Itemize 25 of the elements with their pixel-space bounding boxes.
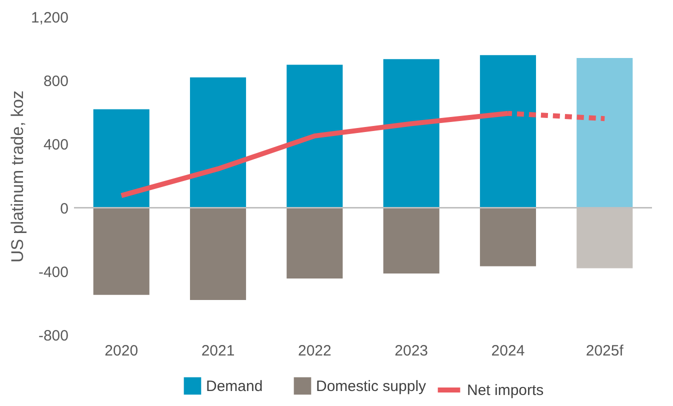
y-tick-label: -800 xyxy=(38,328,68,344)
bar xyxy=(93,109,150,208)
legend-label: Demand xyxy=(206,378,263,395)
bar xyxy=(93,208,150,295)
legend-label: Net imports xyxy=(467,382,544,399)
y-tick-label: 800 xyxy=(43,73,68,90)
y-tick-label: 400 xyxy=(43,136,68,154)
y-tick-label: 0 xyxy=(60,200,68,218)
legend-label: Domestic supply xyxy=(316,378,427,395)
bar xyxy=(383,59,440,208)
x-tick-label: 2024 xyxy=(491,342,525,360)
x-tick-label: 2022 xyxy=(298,342,332,360)
x-tick-label: 2023 xyxy=(394,342,428,360)
x-tick-label: 2025f xyxy=(586,342,624,360)
bar xyxy=(190,208,246,300)
y-axis-title: US platinum trade, koz xyxy=(8,90,27,262)
bar xyxy=(286,208,343,279)
bar xyxy=(190,77,246,208)
x-tick-label: 2021 xyxy=(201,342,235,360)
x-tick-label: 2020 xyxy=(104,342,138,360)
bar xyxy=(480,208,536,266)
bar xyxy=(383,208,440,274)
y-tick-label: 1,200 xyxy=(30,10,68,26)
bar xyxy=(286,64,343,208)
y-tick-label: -400 xyxy=(38,264,68,281)
